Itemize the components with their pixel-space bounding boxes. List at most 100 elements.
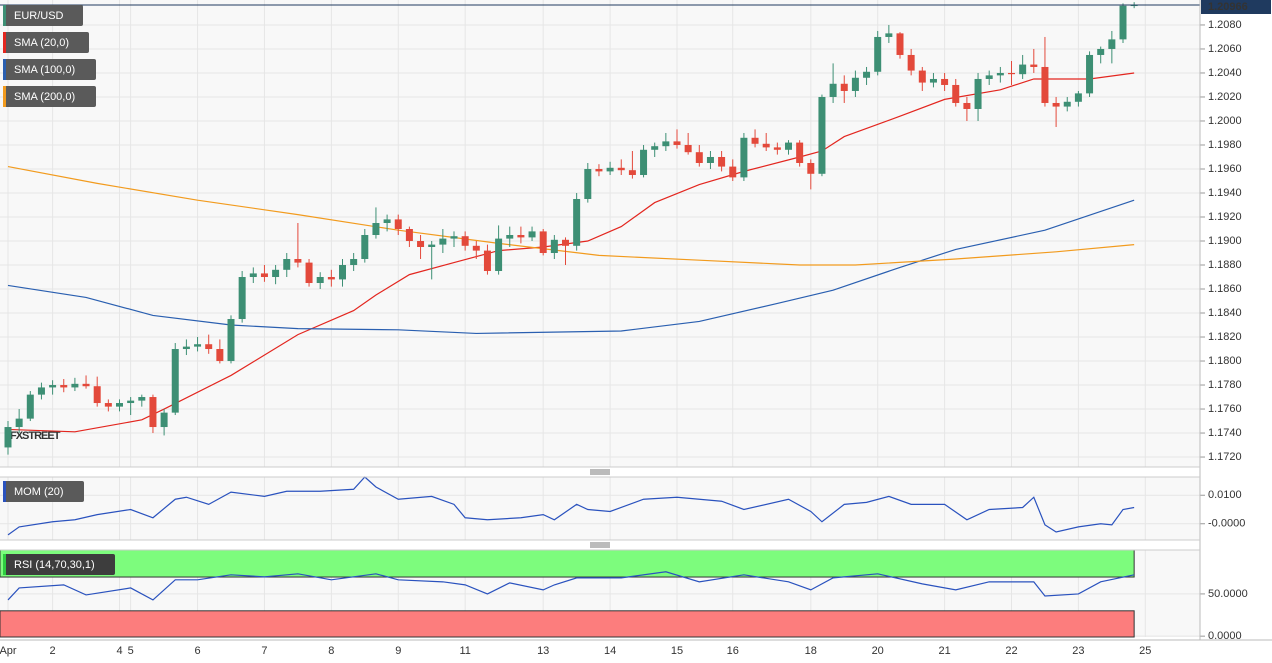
candle-body: [606, 167, 614, 172]
candle-body: [863, 71, 871, 78]
legend-swatch: [3, 554, 6, 575]
x-tick-label: 6: [194, 645, 200, 657]
y-tick-label: 1.1860: [1208, 283, 1242, 295]
candle-body: [249, 273, 257, 278]
y-tick-label: 1.1920: [1208, 211, 1242, 223]
candle-body: [26, 394, 34, 419]
candle-body: [740, 137, 748, 178]
y-tick-label: 1.1760: [1208, 403, 1242, 415]
candle-body: [461, 236, 469, 246]
candle-body: [405, 228, 413, 242]
candle-body: [1041, 66, 1049, 103]
candle-body: [1063, 101, 1071, 107]
last-price-box: [1201, 0, 1271, 14]
x-tick-label: 16: [727, 645, 739, 657]
legend-label: EUR/USD: [14, 10, 64, 22]
y-tick-label: 1.2020: [1208, 91, 1242, 103]
candle-body: [294, 259, 302, 263]
x-tick-label: 11: [459, 645, 470, 657]
y-tick-label: 1.2060: [1208, 43, 1242, 55]
candle-body: [528, 231, 536, 238]
y-tick-label: 1.1980: [1208, 139, 1242, 151]
resize-handle[interactable]: [590, 469, 610, 475]
candle-body: [506, 235, 514, 239]
y-tick-label: 1.1900: [1208, 235, 1242, 247]
grid-layer: [0, 0, 1200, 637]
x-tick-label: 13: [537, 645, 549, 657]
candle-body: [372, 222, 380, 236]
candle-body: [93, 386, 101, 404]
candle-body: [762, 143, 770, 148]
candle-body: [361, 235, 369, 260]
candle-body: [171, 349, 179, 413]
candle-body: [417, 241, 425, 248]
x-tick-label: 9: [395, 645, 401, 657]
candle-body: [907, 54, 915, 71]
candle-body: [1008, 72, 1015, 75]
y-tick-label: 1.1820: [1208, 331, 1242, 343]
y-tick-label: 0.0000: [1208, 630, 1242, 642]
legend-swatch: [3, 86, 6, 107]
candle-body: [1030, 64, 1038, 67]
candle-body: [617, 167, 625, 171]
x-tick-label: 21: [938, 645, 950, 657]
x-tick-label: 18: [805, 645, 817, 657]
candle-body: [1052, 102, 1060, 107]
y-tick-label: 1.1800: [1208, 355, 1242, 367]
x-tick-label: 25: [1139, 645, 1151, 657]
candle-body: [339, 265, 346, 280]
candle-body: [974, 78, 982, 109]
candle-body: [116, 403, 123, 407]
candle-body: [483, 250, 491, 272]
candle-body: [818, 96, 826, 174]
indicator-line: [7, 476, 1135, 536]
y-tick-label: 1.1880: [1208, 259, 1242, 271]
resize-handle[interactable]: [590, 542, 610, 548]
candle-body: [138, 397, 146, 401]
candle-body: [1108, 39, 1116, 49]
legend-box: [3, 86, 96, 107]
x-tick-label: 4: [116, 645, 122, 657]
candle-body: [773, 147, 781, 150]
candle-body: [840, 83, 848, 91]
legend-box: [3, 554, 115, 575]
candle-body: [695, 152, 703, 163]
legend-label: SMA (200,0): [14, 91, 75, 103]
x-tick-label: Apr: [0, 645, 17, 657]
x-tick-label: 5: [128, 645, 134, 657]
candle-body: [952, 84, 960, 103]
y-tick-label: 1.2080: [1208, 19, 1242, 31]
oversold-band: [0, 610, 1135, 638]
indicator-line: [7, 166, 1135, 266]
candle-body: [874, 36, 882, 72]
candle-body: [428, 244, 436, 248]
candle-body: [929, 78, 937, 83]
candle-body: [260, 273, 268, 278]
candle-body: [996, 72, 1004, 76]
x-tick-label: 14: [604, 645, 616, 657]
legend-box: [3, 481, 84, 502]
candle-body: [205, 344, 213, 350]
candle-body: [4, 427, 12, 448]
candle-body: [1119, 5, 1127, 40]
candle-body: [751, 137, 759, 144]
candle-body: [539, 231, 547, 254]
legend-box: [3, 32, 89, 53]
legend-box: [3, 5, 83, 26]
candle-body: [640, 149, 648, 175]
y-tick-label: 1.1740: [1208, 427, 1242, 439]
candle-body: [684, 144, 692, 153]
candle-body: [718, 156, 726, 167]
x-tick-label: 7: [261, 645, 267, 657]
legend-label: MOM (20): [14, 486, 64, 498]
candle-body: [963, 102, 971, 109]
candle-body: [149, 397, 157, 428]
candle-body: [15, 418, 23, 428]
candle-body: [49, 385, 57, 388]
candle-body: [985, 75, 993, 79]
candle-body: [785, 142, 792, 150]
y-tick-label: 50.0000: [1208, 588, 1248, 600]
